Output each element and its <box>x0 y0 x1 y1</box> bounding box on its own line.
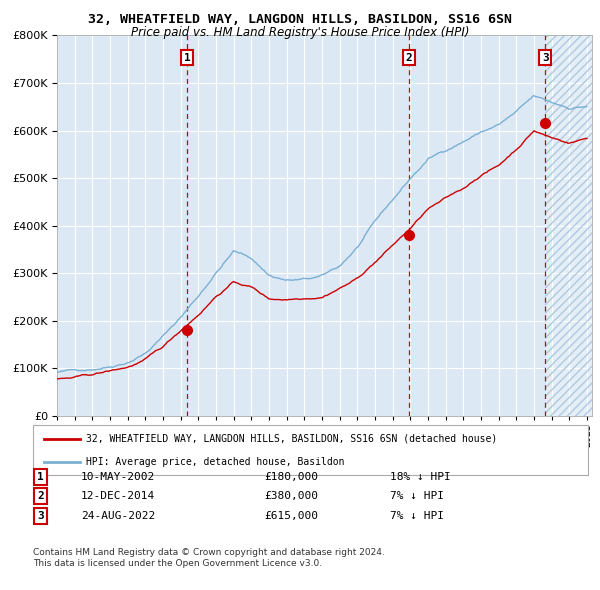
Text: 18% ↓ HPI: 18% ↓ HPI <box>390 472 451 481</box>
Text: HPI: Average price, detached house, Basildon: HPI: Average price, detached house, Basi… <box>86 457 344 467</box>
Text: 10-MAY-2002: 10-MAY-2002 <box>81 472 155 481</box>
Text: Price paid vs. HM Land Registry's House Price Index (HPI): Price paid vs. HM Land Registry's House … <box>131 26 469 39</box>
Text: £180,000: £180,000 <box>264 472 318 481</box>
Text: 32, WHEATFIELD WAY, LANGDON HILLS, BASILDON, SS16 6SN: 32, WHEATFIELD WAY, LANGDON HILLS, BASIL… <box>88 13 512 26</box>
Text: 1: 1 <box>184 53 191 63</box>
Text: 24-AUG-2022: 24-AUG-2022 <box>81 511 155 520</box>
Text: 3: 3 <box>542 53 548 63</box>
Text: 3: 3 <box>37 511 44 520</box>
Text: £615,000: £615,000 <box>264 511 318 520</box>
FancyBboxPatch shape <box>33 425 588 475</box>
Text: 12-DEC-2014: 12-DEC-2014 <box>81 491 155 501</box>
Text: £380,000: £380,000 <box>264 491 318 501</box>
Text: Contains HM Land Registry data © Crown copyright and database right 2024.: Contains HM Land Registry data © Crown c… <box>33 548 385 556</box>
Text: 2: 2 <box>37 491 44 501</box>
Text: 7% ↓ HPI: 7% ↓ HPI <box>390 511 444 520</box>
Text: 1: 1 <box>37 472 44 481</box>
Text: This data is licensed under the Open Government Licence v3.0.: This data is licensed under the Open Gov… <box>33 559 322 568</box>
Text: 2: 2 <box>406 53 412 63</box>
Text: 32, WHEATFIELD WAY, LANGDON HILLS, BASILDON, SS16 6SN (detached house): 32, WHEATFIELD WAY, LANGDON HILLS, BASIL… <box>86 434 497 444</box>
Text: 7% ↓ HPI: 7% ↓ HPI <box>390 491 444 501</box>
